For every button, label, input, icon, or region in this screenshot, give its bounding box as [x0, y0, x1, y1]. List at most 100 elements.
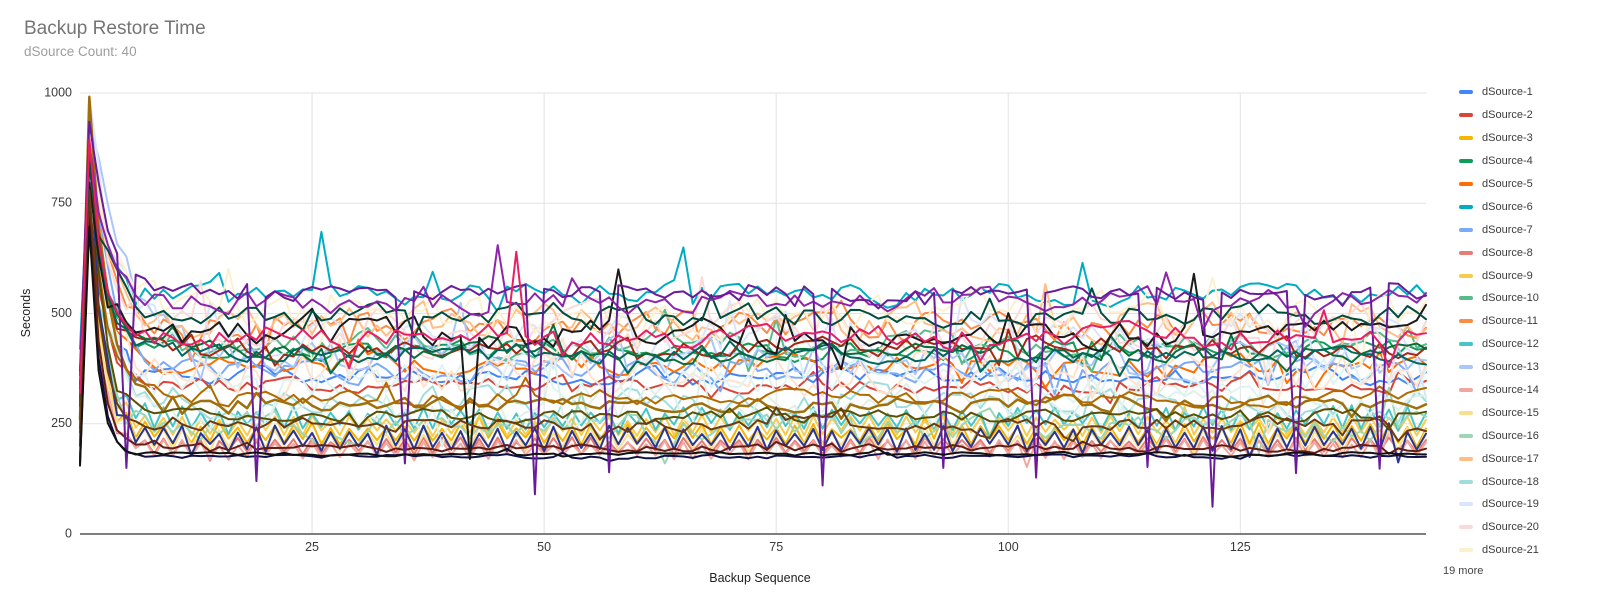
legend-item-dSource-6: dSource-6: [1443, 195, 1593, 218]
legend-item-label: dSource-10: [1482, 292, 1539, 305]
legend-item-label: dSource-19: [1482, 498, 1539, 511]
legend-item-label: dSource-14: [1482, 384, 1539, 397]
series-line-dSource-12[interactable]: [79, 190, 1427, 440]
legend-swatch: [1459, 250, 1473, 255]
legend-item-dSource-3: dSource-3: [1443, 127, 1593, 150]
legend-swatch: [1459, 204, 1473, 209]
legend-swatch: [1459, 502, 1473, 507]
legend-swatch: [1459, 227, 1473, 232]
legend-item-label: dSource-7: [1482, 223, 1533, 236]
series-line-dSource-22[interactable]: [79, 186, 1427, 448]
legend-item-dSource-2: dSource-2: [1443, 104, 1593, 127]
y-tick-label: 750: [51, 196, 72, 210]
legend-item-label: dSource-8: [1482, 246, 1533, 259]
legend-item-dSource-5: dSource-5: [1443, 173, 1593, 196]
legend-swatch: [1459, 456, 1473, 461]
legend-item-label: dSource-6: [1482, 200, 1533, 213]
legend-item-dSource-10: dSource-10: [1443, 287, 1593, 310]
legend-item-label: dSource-1: [1482, 86, 1533, 99]
legend-item-dSource-14: dSource-14: [1443, 379, 1593, 402]
legend-swatch: [1459, 182, 1473, 186]
x-tick-label: 25: [305, 540, 319, 554]
legend-item-label: dSource-4: [1482, 155, 1533, 168]
legend-item-label: dSource-16: [1482, 429, 1539, 442]
x-tick-label: 50: [537, 540, 551, 554]
series-line-dSource-17[interactable]: [79, 129, 1427, 377]
legend-item-dSource-20: dSource-20: [1443, 516, 1593, 539]
x-axis-title: Backup Sequence: [709, 571, 811, 585]
series-line-dSource-36[interactable]: [79, 161, 1427, 386]
legend-swatch: [1459, 548, 1473, 553]
chart-legend: dSource-1 dSource-2 dSource-3 dSource-4 dSou…: [1443, 81, 1593, 577]
legend-item-dSource-8: dSource-8: [1443, 241, 1593, 264]
legend-swatch: [1459, 273, 1473, 278]
legend-swatch: [1459, 410, 1473, 415]
series-line-dSource-35[interactable]: [79, 189, 1427, 443]
series-line-dSource-18[interactable]: [79, 206, 1427, 426]
legend-swatch: [1459, 319, 1473, 324]
legend-swatch: [1459, 136, 1473, 141]
legend-swatch: [1459, 296, 1473, 301]
y-tick-label: 1000: [44, 85, 72, 99]
legend-swatch: [1459, 113, 1473, 118]
legend-swatch: [1459, 388, 1473, 393]
legend-item-dSource-13: dSource-13: [1443, 356, 1593, 379]
y-tick-label: 500: [51, 306, 72, 320]
series-line-dSource-27[interactable]: [78, 95, 1428, 423]
series-line-dSource-31[interactable]: [79, 214, 1427, 465]
legend-item-dSource-9: dSource-9: [1443, 264, 1593, 287]
series-line-dSource-33[interactable]: [79, 140, 1427, 431]
legend-item-dSource-1: dSource-1: [1443, 81, 1593, 104]
legend-swatch: [1459, 433, 1473, 438]
legend-item-label: dSource-11: [1482, 315, 1539, 328]
legend-item-dSource-15: dSource-15: [1443, 401, 1593, 424]
series-line-dSource-21[interactable]: [79, 119, 1427, 381]
y-tick-label: 250: [51, 416, 72, 430]
legend-item-label: dSource-17: [1482, 452, 1539, 465]
x-tick-label: 75: [769, 540, 783, 554]
series-line-dSource-29[interactable]: [79, 145, 1427, 416]
legend-swatch: [1459, 90, 1473, 95]
x-tick-label: 125: [1230, 540, 1251, 554]
series-line-dSource-39[interactable]: [79, 138, 1427, 394]
legend-item-dSource-19: dSource-19: [1443, 493, 1593, 516]
legend-item-dSource-17: dSource-17: [1443, 447, 1593, 470]
legend-swatch: [1459, 525, 1473, 530]
y-tick-label: 0: [65, 526, 72, 540]
series-line-dSource-30[interactable]: [79, 161, 1427, 408]
legend-item-label: dSource-21: [1482, 544, 1539, 557]
y-axis-title: Seconds: [19, 288, 33, 338]
legend-item-dSource-21: dSource-21: [1443, 539, 1593, 562]
legend-more-label: 19 more: [1443, 564, 1484, 577]
legend-swatch: [1459, 159, 1473, 164]
legend-rows: dSource-1 dSource-2 dSource-3 dSource-4 dSou…: [1443, 81, 1593, 562]
legend-item-dSource-11: dSource-11: [1443, 310, 1593, 333]
legend-item-label: dSource-13: [1482, 361, 1539, 374]
series-line-dSource-24[interactable]: [79, 188, 1427, 428]
legend-item-dSource-7: dSource-7: [1443, 218, 1593, 241]
series-line-dSource-38[interactable]: [79, 120, 1427, 508]
series-line-dSource-25[interactable]: [79, 137, 1427, 464]
series-line-dSource-40[interactable]: [79, 225, 1427, 467]
legend-item-dSource-12: dSource-12: [1443, 333, 1593, 356]
series-line-dSource-8[interactable]: [79, 217, 1427, 462]
legend-item-label: dSource-2: [1482, 109, 1533, 122]
series-line-dSource-23[interactable]: [79, 176, 1427, 435]
legend-item-dSource-16: dSource-16: [1443, 424, 1593, 447]
series-line-dSource-37[interactable]: [79, 141, 1427, 377]
legend-item-label: dSource-3: [1482, 132, 1533, 145]
legend-item-dSource-18: dSource-18: [1443, 470, 1593, 493]
legend-item-label: dSource-12: [1482, 338, 1539, 351]
legend-item-label: dSource-5: [1482, 178, 1533, 190]
series-line-dSource-32[interactable]: [79, 197, 1427, 460]
legend-item-label: dSource-15: [1482, 406, 1539, 419]
chart-subtitle: dSource Count: 40: [24, 44, 137, 59]
legend-swatch: [1459, 365, 1473, 370]
legend-swatch: [1459, 479, 1473, 484]
x-tick-label: 100: [998, 540, 1019, 554]
legend-swatch: [1459, 342, 1473, 347]
series-line-dSource-11[interactable]: [79, 128, 1427, 381]
legend-item-dSource-4: dSource-4: [1443, 150, 1593, 173]
